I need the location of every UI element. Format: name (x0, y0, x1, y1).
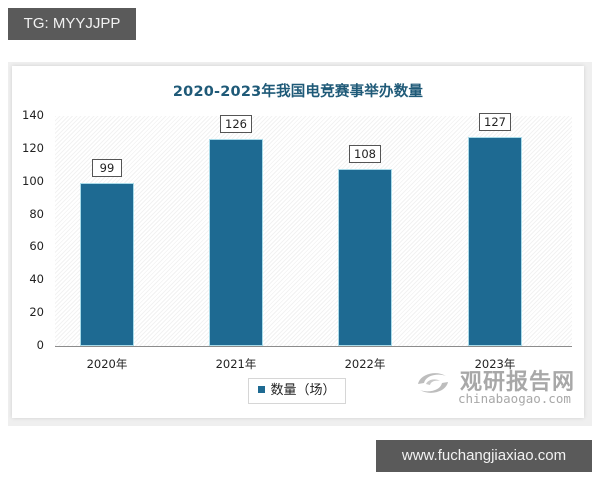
y-tick-label: 40 (29, 272, 44, 287)
y-tick-label: 0 (36, 338, 44, 352)
y-tick-label: 80 (29, 206, 44, 221)
x-tick-label: 2023年 (474, 357, 516, 371)
x-axis-line (55, 346, 572, 347)
watermark-name: 观研报告网 (460, 370, 576, 395)
x-tick-label: 2021年 (215, 357, 257, 371)
y-tick-label: 140 (22, 108, 44, 122)
legend: 数量（场） (248, 378, 346, 404)
y-tick-label: 60 (29, 239, 44, 254)
bar-value-label: 127 (479, 113, 511, 132)
legend-swatch (258, 386, 266, 393)
bar-value-label: 108 (349, 144, 381, 163)
watermark-url: chinabaogao.com (458, 391, 571, 406)
chart-title: 2020-2023年我国电竞赛事举办数量 (172, 84, 424, 100)
y-tick-label: 100 (22, 173, 44, 188)
site-url-badge: www.fuchangjiaxiao.com (376, 440, 592, 472)
bar (209, 139, 263, 346)
x-tick-label: 2020年 (86, 357, 128, 371)
watermark: 观研报告网 chinabaogao.com (412, 364, 582, 410)
y-tick-label: 20 (29, 305, 44, 320)
tg-badge: TG: MYYJJPP (8, 8, 136, 40)
bar (468, 137, 522, 346)
y-tick-label: 120 (22, 140, 44, 155)
bar-value-label: 99 (92, 159, 122, 178)
bar (80, 183, 134, 346)
x-tick-label: 2022年 (344, 357, 386, 371)
swirl-logo-icon (418, 373, 448, 393)
legend-label: 数量（场） (270, 383, 336, 398)
bar (338, 168, 392, 346)
bar-value-label: 126 (220, 115, 252, 133)
chart-card: 2020-2023年我国电竞赛事举办数量 0 20 40 60 80 100 120 140 … (12, 66, 584, 418)
